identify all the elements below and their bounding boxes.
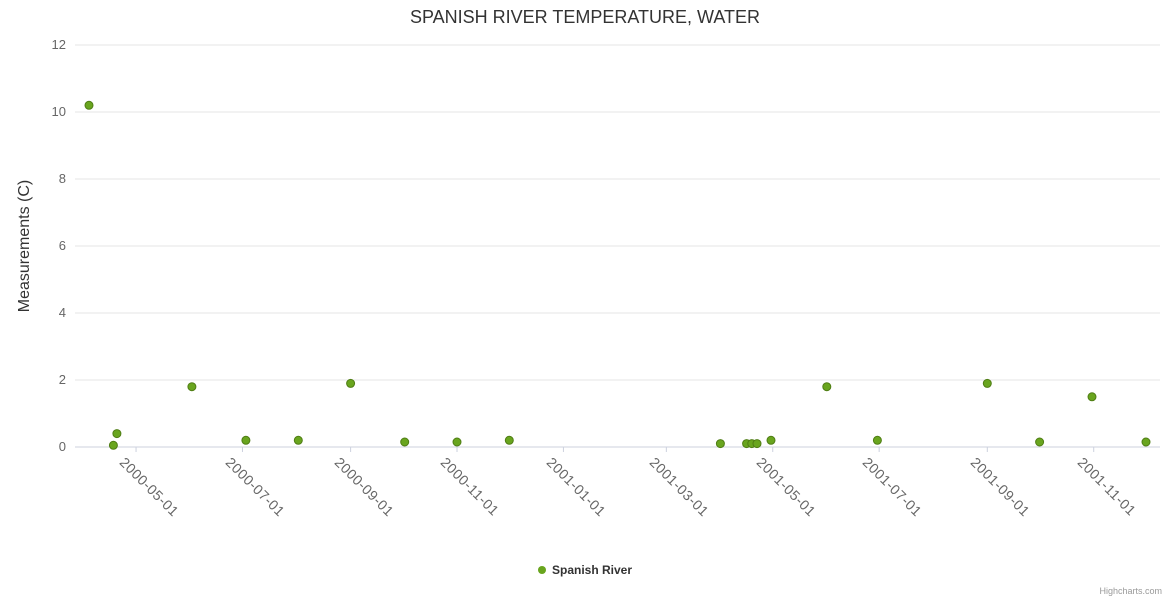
data-point[interactable] [1087, 392, 1097, 402]
y-axis-tick-label: 4 [58, 305, 66, 320]
data-point[interactable] [872, 435, 882, 445]
data-point[interactable] [84, 100, 94, 110]
legend-series-label: Spanish River [551, 563, 633, 577]
data-point[interactable] [187, 382, 197, 392]
data-point[interactable] [766, 435, 776, 445]
y-axis-tick-label: 8 [58, 171, 66, 186]
legend[interactable]: Spanish River [0, 563, 1170, 577]
y-axis-tick-label: 10 [51, 104, 66, 119]
data-point[interactable] [1141, 437, 1151, 447]
data-point[interactable] [346, 378, 356, 388]
data-point[interactable] [752, 439, 762, 449]
data-point[interactable] [504, 435, 514, 445]
chart-title: SPANISH RIVER TEMPERATURE, WATER [409, 7, 761, 27]
y-axis-tick-label: 0 [58, 439, 66, 454]
data-point[interactable] [241, 435, 251, 445]
data-point[interactable] [452, 437, 462, 447]
data-point[interactable] [982, 378, 992, 388]
data-point[interactable] [1035, 437, 1045, 447]
data-point[interactable] [822, 382, 832, 392]
highcharts-credit-link[interactable]: Highcharts.com [1099, 586, 1162, 596]
data-point[interactable] [293, 435, 303, 445]
y-axis-tick-label: 2 [58, 372, 66, 387]
y-axis-tick-label: 6 [58, 238, 66, 253]
legend-marker-icon [537, 566, 546, 574]
y-axis-tick-label: 12 [51, 37, 66, 52]
data-point[interactable] [400, 437, 410, 447]
data-point[interactable] [112, 429, 122, 439]
data-point[interactable] [715, 439, 725, 449]
data-point[interactable] [108, 440, 118, 450]
